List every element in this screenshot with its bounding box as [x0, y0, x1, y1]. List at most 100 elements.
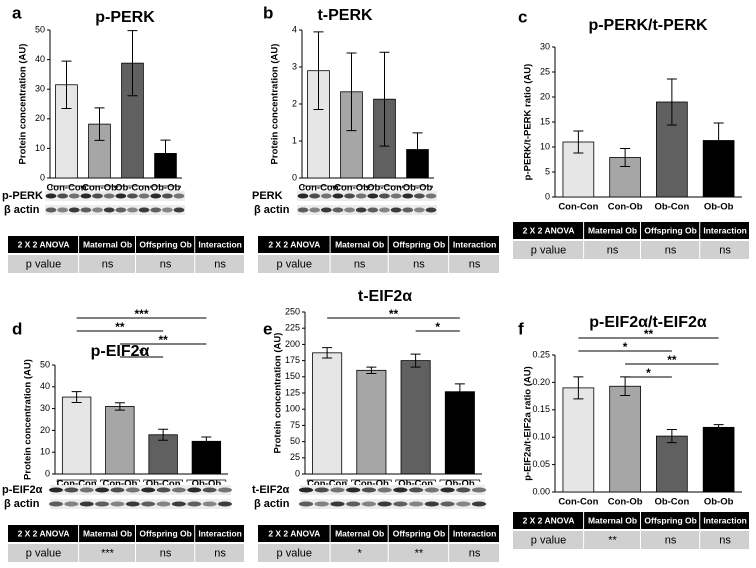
table-value: ns	[354, 258, 366, 270]
blot-band	[187, 501, 202, 507]
table-cell	[135, 544, 195, 562]
error-bar	[713, 122, 724, 159]
table-header: 2 X 2 ANOVA	[523, 515, 575, 525]
x-tick-label: Con-Con	[558, 497, 598, 508]
x-tick-label: Ob-Ob	[151, 183, 181, 194]
blot-band	[424, 487, 439, 493]
lane-bracket	[100, 479, 140, 482]
table-value: *	[357, 547, 362, 559]
y-axis-label: p-PERK/t-PERK ratio (AU)	[523, 64, 534, 181]
error-bar	[313, 31, 324, 111]
table-header-cell	[513, 222, 584, 239]
blot-band	[297, 207, 309, 213]
table-header: Maternal Ob	[83, 528, 132, 538]
blot-band	[330, 487, 345, 493]
y-axis-label: Protein concentration (AU)	[273, 333, 284, 454]
table-cell	[79, 544, 135, 562]
lane-bracket	[439, 479, 481, 482]
bar	[312, 352, 343, 475]
error-bar	[94, 107, 105, 141]
y-axis-label: Protein concentration (AU)	[270, 44, 281, 165]
table-header-cell	[388, 236, 449, 253]
lane-bracket	[395, 479, 436, 482]
blot-band	[379, 207, 390, 213]
table-value: ns	[160, 258, 172, 270]
table-header-cell	[700, 512, 749, 529]
blot-band	[171, 487, 186, 493]
x-tick-label: Con-Con	[298, 183, 338, 194]
blot-label: p-EIF2α	[2, 484, 43, 496]
table-header: Maternal Ob	[335, 528, 384, 538]
blot-band	[367, 207, 379, 213]
y-tick-label: 0	[45, 468, 50, 478]
lane-bracket	[143, 479, 183, 482]
x-tick-label: Con-Ob	[354, 479, 389, 490]
table-value: ns	[665, 534, 677, 546]
blot-band	[64, 487, 79, 493]
y-tick-label: 250	[285, 306, 300, 316]
blot-strip	[45, 205, 185, 215]
error-bar	[666, 78, 677, 126]
table-header: Interaction	[453, 528, 496, 538]
significance-label: **	[667, 353, 677, 367]
x-tick-label: Con-Ob	[608, 202, 643, 213]
blot-band	[425, 207, 437, 213]
table-cell	[449, 544, 499, 562]
blot-band	[68, 193, 80, 199]
x-tick-label: Con-Con	[307, 479, 347, 490]
chart-title: t-PERK	[317, 7, 373, 24]
significance-label: **	[115, 320, 125, 334]
error-bar	[713, 424, 724, 431]
panel-letter: d	[12, 319, 22, 338]
bar	[356, 369, 387, 475]
blot-band	[320, 207, 332, 213]
blot-band	[156, 487, 171, 493]
table-header-cell	[330, 236, 388, 253]
blot-label: β actin	[4, 204, 40, 216]
significance-label: *	[623, 340, 628, 354]
y-axis-label: Protein concentration (AU)	[18, 44, 29, 165]
blot-label: β actin	[254, 204, 290, 216]
y-tick-label: 40	[35, 54, 45, 64]
table-cell	[195, 544, 244, 562]
blot-band	[309, 207, 321, 213]
blot-strip	[297, 191, 437, 201]
bar	[61, 396, 92, 475]
chart-title: p-PERK/t-PERK	[588, 17, 708, 34]
blot-band	[103, 193, 115, 199]
table-cell	[330, 255, 388, 273]
table-cell	[513, 241, 584, 259]
blot-band	[173, 207, 185, 213]
table-header-cell	[584, 222, 640, 239]
blot-band	[298, 501, 314, 507]
y-tick-label: 0.00	[532, 486, 550, 496]
table-header-cell	[79, 236, 135, 253]
blot-band	[346, 487, 361, 493]
table-cell	[640, 531, 700, 549]
table-header-cell	[8, 236, 79, 253]
y-tick-label: 75	[290, 420, 300, 430]
table-value: ns	[214, 258, 226, 270]
table-value: p value	[277, 258, 312, 270]
blot-band	[297, 193, 309, 199]
significance-label: **	[389, 307, 399, 321]
y-tick-label: 30	[540, 41, 550, 51]
blot-band	[161, 193, 173, 199]
error-bar	[322, 347, 333, 359]
lane-bracket	[402, 185, 433, 188]
table-header-cell	[449, 525, 499, 542]
table-cell	[513, 531, 584, 549]
significance-label: ***	[134, 307, 148, 321]
x-tick-label: Con-Con	[558, 202, 598, 213]
blot-band	[402, 193, 414, 199]
blot-band	[440, 487, 455, 493]
blot-band	[150, 207, 162, 213]
y-tick-label: 200	[285, 339, 300, 349]
x-tick-label: Ob-Ob	[445, 479, 475, 490]
table-header: Offspring Ob	[393, 239, 445, 249]
x-tick-label: Ob-Ob	[192, 479, 222, 490]
table-cell	[135, 255, 195, 273]
y-tick-label: 30	[40, 403, 50, 413]
blot-band	[355, 193, 367, 199]
